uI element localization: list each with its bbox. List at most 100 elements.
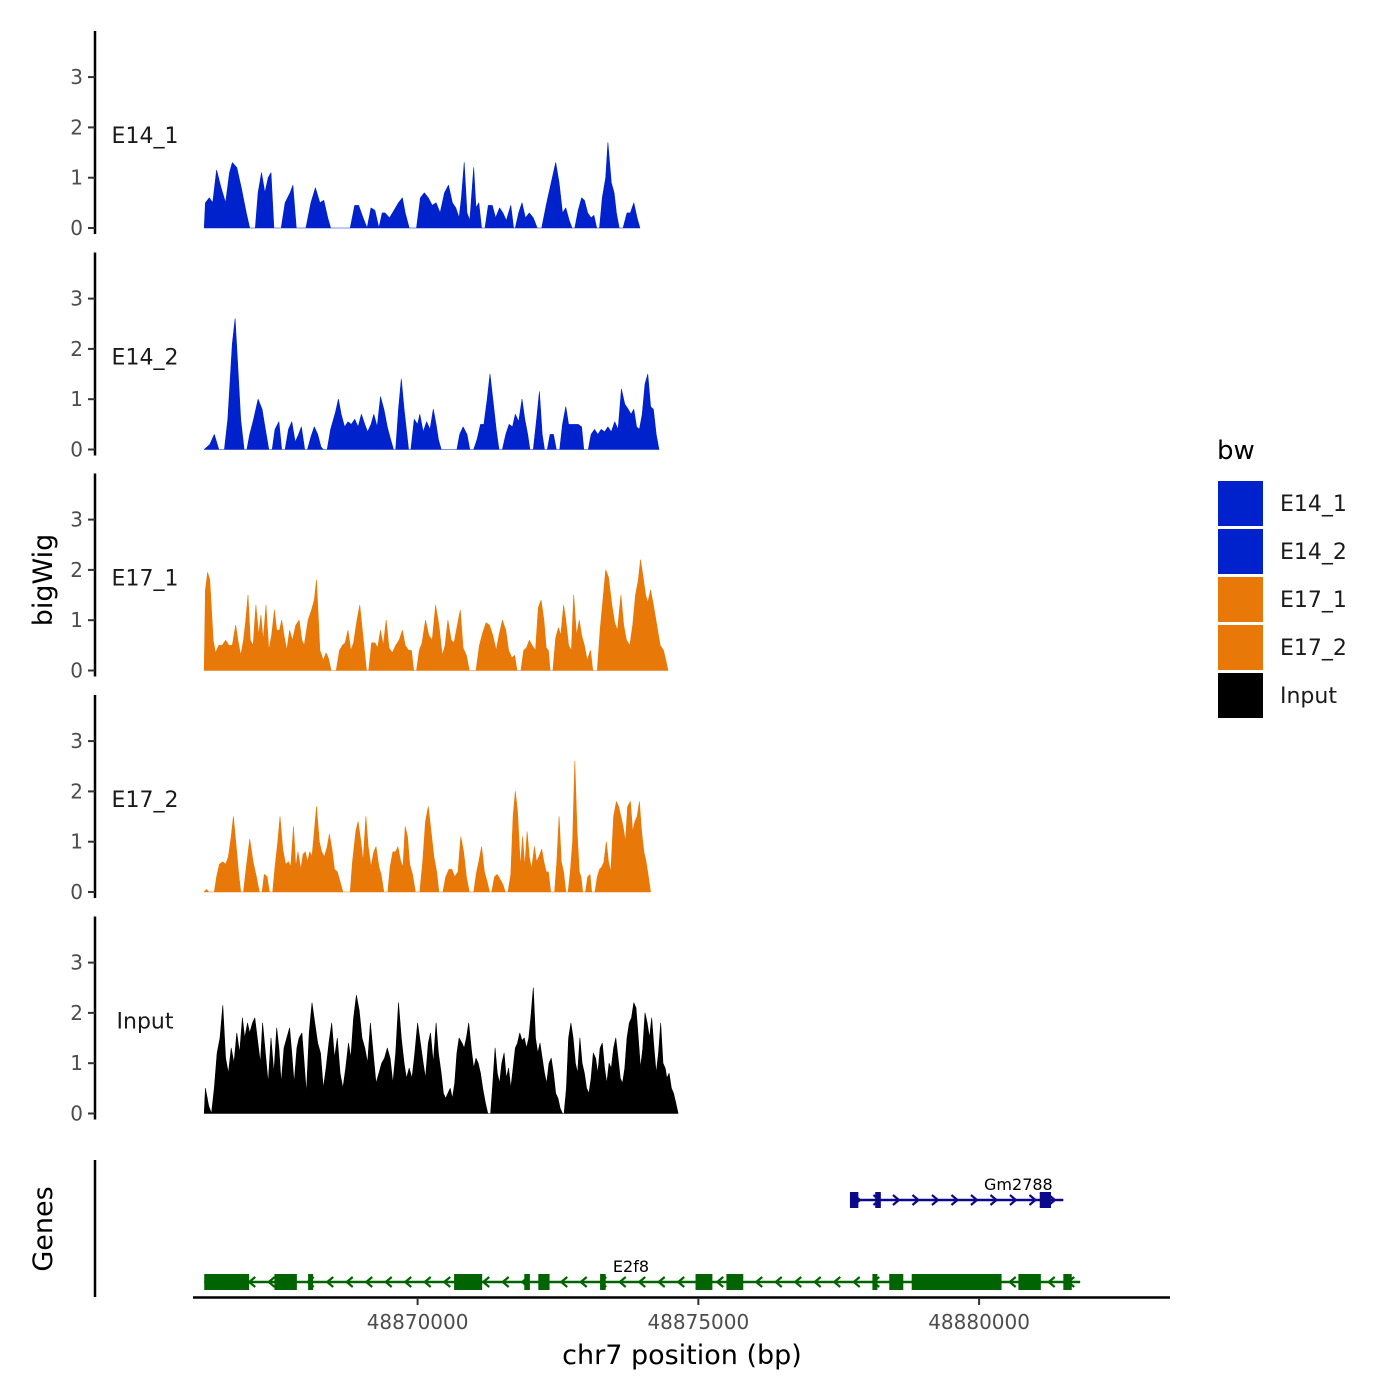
exon-E2f8-1 bbox=[204, 1274, 250, 1290]
exon-E2f8-6 bbox=[538, 1274, 550, 1290]
exon-Gm2788-2 bbox=[875, 1192, 881, 1208]
track-label-E14_2: E14_2 bbox=[112, 346, 179, 371]
y-tick-label-Input-2: 2 bbox=[70, 1001, 83, 1025]
track-label-E17_2: E17_2 bbox=[112, 788, 179, 813]
genes-axis-title: Genes bbox=[28, 1186, 59, 1271]
strand-chevron-icon bbox=[657, 1276, 666, 1288]
x-tick-label-48880000: 48880000 bbox=[928, 1310, 1030, 1334]
strand-chevron-icon bbox=[247, 1276, 256, 1288]
exon-Gm2788-3 bbox=[1039, 1192, 1051, 1208]
legend-label-E17_2: E17_2 bbox=[1280, 636, 1347, 661]
strand-chevron-icon bbox=[501, 1276, 510, 1288]
y-tick-label-E14_2-2: 2 bbox=[70, 337, 83, 361]
gene-track: Gm2788 E2f8 bbox=[93, 1160, 1081, 1297]
gene-label-Gm2788: Gm2788 bbox=[984, 1175, 1053, 1194]
legend-swatch-E14_1 bbox=[1218, 481, 1263, 526]
legend-label-E14_1: E14_1 bbox=[1280, 492, 1347, 517]
track-label-E14_1: E14_1 bbox=[112, 124, 179, 149]
strand-chevron-icon bbox=[325, 1276, 334, 1288]
exon-E2f8-7 bbox=[600, 1274, 606, 1290]
coverage-area-E14_1 bbox=[203, 142, 641, 229]
y-tick-label-E14_2-1: 1 bbox=[70, 387, 83, 411]
x-tick-label-48875000: 48875000 bbox=[647, 1310, 749, 1334]
gene-label-E2f8: E2f8 bbox=[613, 1257, 649, 1276]
y-tick-label-E17_2-1: 1 bbox=[70, 830, 83, 854]
y-tick-label-Input-3: 3 bbox=[70, 951, 83, 975]
exon-E2f8-2 bbox=[274, 1274, 297, 1290]
y-tick-label-E17_1-0: 0 bbox=[70, 659, 83, 683]
y-axis-title: bigWig bbox=[28, 534, 59, 627]
y-tick-label-Input-1: 1 bbox=[70, 1051, 83, 1075]
strand-chevron-icon bbox=[345, 1276, 354, 1288]
track-E14_2: 0 1 2 3 E14_2 bbox=[70, 252, 660, 462]
track-Input: 0 1 2 3 Input bbox=[70, 916, 679, 1126]
x-axis-title: chr7 position (bp) bbox=[562, 1340, 802, 1371]
legend-title: bw bbox=[1217, 436, 1255, 466]
exon-E2f8-10 bbox=[872, 1274, 878, 1290]
strand-chevron-icon bbox=[911, 1194, 921, 1206]
track-E14_1: 0 1 2 3 E14_1 bbox=[70, 31, 641, 240]
strand-chevron-icon bbox=[403, 1276, 412, 1288]
strand-chevron-icon bbox=[267, 1276, 276, 1288]
exon-E2f8-9 bbox=[726, 1274, 744, 1290]
exon-E2f8-12 bbox=[911, 1274, 1002, 1290]
legend-swatch-Input bbox=[1218, 673, 1263, 718]
y-tick-label-E17_2-3: 3 bbox=[70, 729, 83, 753]
coverage-area-E17_2 bbox=[203, 760, 651, 893]
legend-label-E17_1: E17_1 bbox=[1280, 588, 1347, 613]
track-E17_2: 0 1 2 3 E17_2 bbox=[70, 695, 651, 904]
coverage-tracks: 0 1 2 3 E14_1 0 1 2 3 E14_2 0 1 2 3 E17_1 0 1 2 3 E17_2 0 1 2 3… bbox=[70, 31, 679, 1126]
y-tick-label-E14_1-2: 2 bbox=[70, 115, 83, 139]
strand-chevron-icon bbox=[364, 1276, 373, 1288]
strand-chevron-icon bbox=[970, 1194, 979, 1206]
track-label-Input: Input bbox=[117, 1010, 174, 1035]
legend-swatch-E17_2 bbox=[1218, 625, 1263, 670]
strand-chevron-icon bbox=[852, 1276, 861, 1288]
strand-chevron-icon bbox=[813, 1276, 822, 1288]
track-E17_1: 0 1 2 3 E17_1 bbox=[70, 473, 669, 683]
strand-chevron-icon bbox=[754, 1276, 763, 1288]
strand-chevron-icon bbox=[481, 1276, 490, 1288]
exon-E2f8-14 bbox=[1063, 1274, 1072, 1290]
y-tick-label-E17_1-1: 1 bbox=[70, 608, 83, 632]
strand-chevron-icon bbox=[1009, 1194, 1018, 1206]
strand-chevron-icon bbox=[989, 1194, 999, 1206]
strand-chevron-icon bbox=[892, 1194, 901, 1206]
exon-E2f8-4 bbox=[454, 1274, 483, 1290]
y-tick-label-E17_1-2: 2 bbox=[70, 558, 83, 582]
gene-Gm2788: Gm2788 bbox=[849, 1175, 1064, 1208]
strand-chevron-icon bbox=[579, 1276, 588, 1288]
y-tick-label-E14_2-3: 3 bbox=[70, 287, 83, 311]
exon-E2f8-8 bbox=[695, 1274, 713, 1290]
x-tick-label-48870000: 48870000 bbox=[367, 1310, 469, 1334]
y-tick-label-E14_2-0: 0 bbox=[70, 438, 83, 462]
y-tick-label-E14_1-3: 3 bbox=[70, 65, 83, 89]
strand-chevron-icon bbox=[832, 1276, 841, 1288]
strand-chevron-icon bbox=[637, 1276, 646, 1288]
strand-chevron-icon bbox=[423, 1276, 432, 1288]
y-tick-label-E17_2-2: 2 bbox=[70, 779, 83, 803]
coverage-area-E17_1 bbox=[203, 559, 669, 671]
y-tick-label-E14_1-1: 1 bbox=[70, 166, 83, 190]
coverage-area-E14_2 bbox=[203, 318, 660, 450]
strand-chevron-icon bbox=[793, 1276, 802, 1288]
strand-chevron-icon bbox=[1008, 1276, 1017, 1288]
strand-chevron-icon bbox=[931, 1194, 940, 1206]
strand-chevron-icon bbox=[774, 1276, 783, 1288]
exon-E2f8-3 bbox=[308, 1274, 314, 1290]
exon-E2f8-11 bbox=[889, 1274, 904, 1290]
y-tick-label-E17_1-3: 3 bbox=[70, 508, 83, 532]
legend-label-E14_2: E14_2 bbox=[1280, 540, 1347, 565]
legend: bw E14_1 E14_2 E17_1 E17_2 Input bbox=[1217, 436, 1347, 718]
exon-E2f8-5 bbox=[524, 1274, 530, 1290]
exon-E2f8-13 bbox=[1018, 1274, 1041, 1290]
exon-Gm2788-1 bbox=[849, 1192, 859, 1208]
track-label-E17_1: E17_1 bbox=[112, 567, 179, 592]
x-axis: 48870000 48875000 48880000 bbox=[193, 1296, 1170, 1334]
y-tick-label-E17_2-0: 0 bbox=[70, 880, 83, 904]
legend-swatch-E14_2 bbox=[1218, 529, 1263, 574]
strand-chevron-icon bbox=[715, 1276, 724, 1288]
legend-label-Input: Input bbox=[1280, 684, 1337, 709]
gene-E2f8: E2f8 bbox=[204, 1257, 1081, 1290]
